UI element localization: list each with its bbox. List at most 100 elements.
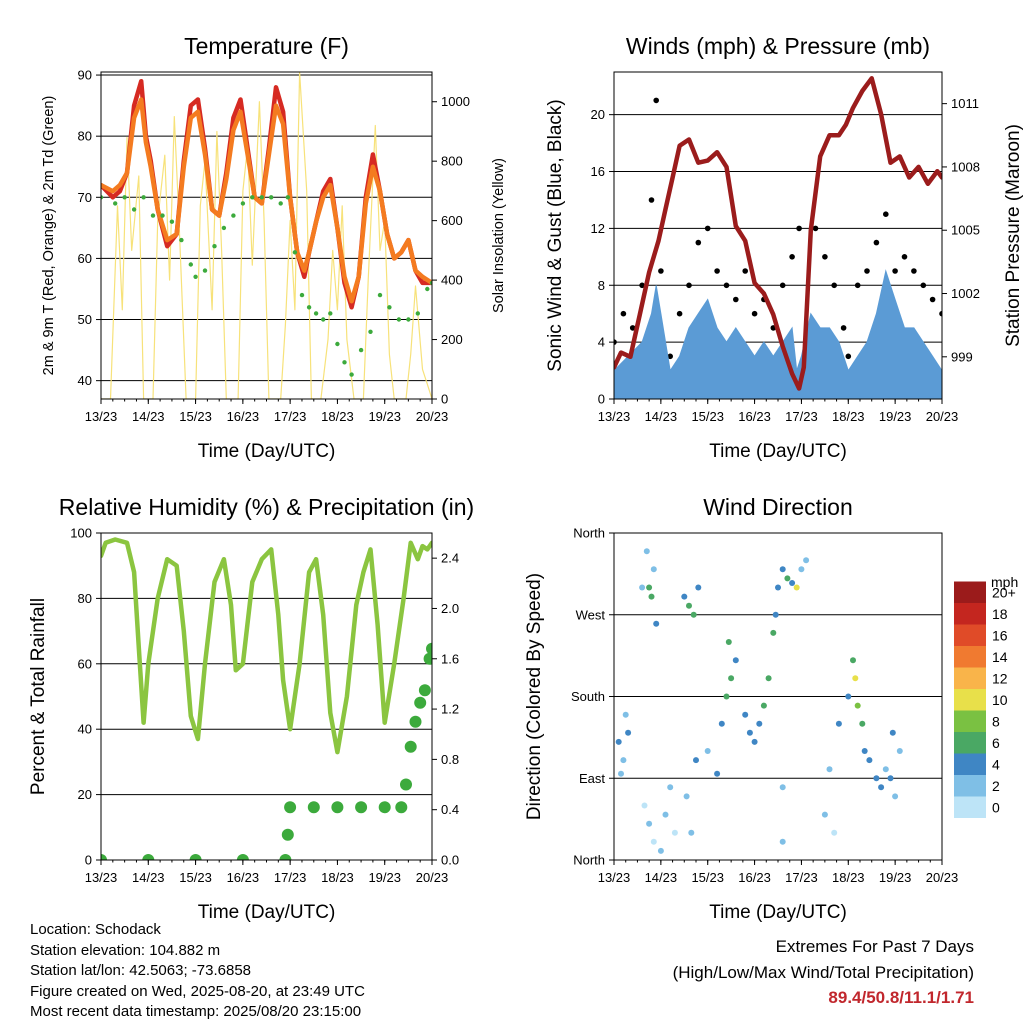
colorbar-swatch [954, 667, 986, 689]
data-point [850, 657, 856, 664]
plot-area [101, 72, 432, 399]
data-point [342, 360, 347, 365]
y-right-axis-label: Station Pressure (Maroon) [1003, 124, 1024, 347]
colorbar-label: 18 [992, 606, 1008, 622]
data-point [686, 282, 692, 289]
plot-frame [613, 532, 943, 861]
y-tick-label: 40 [78, 373, 92, 388]
y-tick-label: 20 [591, 107, 605, 122]
data-point [704, 225, 711, 232]
data-point [859, 720, 866, 727]
data-point [622, 711, 629, 718]
data-point [292, 250, 298, 255]
y-right-tick-label: 1.2 [441, 702, 459, 717]
data-point [278, 201, 283, 206]
x-axis-label: Time (Day/UTC) [198, 902, 336, 923]
colorbar-label: 16 [992, 627, 1008, 643]
chart-title: Temperature (F) [184, 33, 349, 59]
x-axis-label: Time (Day/UTC) [198, 441, 336, 462]
colorbar-swatch [954, 710, 986, 732]
y-tick-label: 80 [78, 591, 92, 606]
data-point [821, 811, 828, 818]
series-line-2 [101, 97, 432, 304]
data-point [150, 213, 156, 218]
y-tick-label: West [576, 607, 606, 622]
y-right-tick-label: 1005 [951, 223, 980, 238]
colorbar-label: 2 [992, 778, 1000, 794]
y-right-tick-label: 1011 [951, 96, 979, 111]
plot-area [101, 537, 432, 860]
extremes-subtitle: (High/Low/Max Wind/Total Precipitation) [672, 962, 974, 982]
data-point [662, 811, 669, 818]
data-point [920, 282, 927, 289]
data-point [406, 317, 411, 322]
data-point [732, 657, 739, 664]
data-point [896, 748, 903, 754]
colorbar-label: 14 [992, 649, 1008, 665]
extremes-values: 89.4/50.8/11.1/1.71 [828, 988, 974, 1007]
data-point [861, 748, 868, 754]
data-point [259, 195, 264, 200]
series-line-1 [101, 537, 432, 755]
y-right-tick-label: 400 [441, 273, 463, 288]
data-point [113, 201, 118, 206]
extremes-summary: Extremes For Past 7 Days (High/Low/Max W… [673, 934, 974, 1011]
data-point [331, 801, 344, 814]
data-point [321, 317, 326, 322]
x-tick-label: 17/23 [785, 870, 818, 885]
data-point [779, 784, 786, 791]
data-point [683, 793, 690, 800]
data-point [279, 854, 292, 860]
data-point [798, 566, 805, 573]
data-point [681, 593, 688, 600]
colorbar-swatch [954, 646, 986, 668]
y-axis-label: Sonic Wind & Gust (Blue, Black) [545, 99, 566, 371]
data-point [718, 720, 725, 727]
data-point [335, 341, 340, 347]
data-point [396, 317, 402, 322]
data-point [725, 639, 732, 645]
y-right-axis-label: Solar Insolation (Yellow) [491, 158, 507, 313]
x-tick-label: 15/23 [691, 409, 724, 424]
colorbar-swatch [954, 732, 986, 754]
data-point [614, 339, 617, 345]
data-point [845, 693, 852, 700]
data-point [864, 268, 870, 274]
data-point [704, 748, 711, 754]
x-tick-label: 13/23 [85, 870, 118, 885]
x-tick-label: 20/23 [416, 870, 449, 885]
data-point [686, 602, 692, 609]
data-point [658, 268, 664, 274]
data-point [620, 757, 627, 764]
x-tick-label: 13/23 [85, 409, 118, 424]
data-point [236, 854, 249, 860]
y-right-tick-label: 0.4 [441, 802, 459, 817]
data-point [629, 325, 636, 331]
y-tick-label: 90 [78, 68, 92, 83]
y-right-tick-label: 1002 [951, 286, 980, 301]
data-point [189, 854, 202, 860]
data-point [831, 282, 837, 289]
data-point [742, 711, 749, 718]
x-tick-label: 17/23 [274, 870, 307, 885]
colorbar-label: 6 [992, 735, 1000, 751]
x-tick-label: 14/23 [645, 870, 678, 885]
data-point [756, 720, 763, 727]
data-point [671, 829, 678, 836]
data-point [822, 253, 828, 260]
data-point [429, 280, 432, 286]
station-info: Location: Schodack Station elevation: 10… [30, 920, 365, 1023]
y-right-tick-label: 1008 [951, 159, 980, 174]
data-point [751, 738, 758, 745]
x-tick-label: 17/23 [785, 409, 818, 424]
data-point [714, 770, 721, 777]
y-right-tick-label: 1.6 [441, 651, 459, 666]
data-point [426, 642, 432, 655]
data-point [779, 838, 786, 845]
colorbar-swatch [954, 775, 986, 797]
chart-title: Wind Direction [703, 494, 853, 520]
plot-frame [613, 71, 943, 400]
data-point [377, 292, 383, 298]
data-point [742, 268, 748, 274]
data-point [772, 611, 779, 618]
